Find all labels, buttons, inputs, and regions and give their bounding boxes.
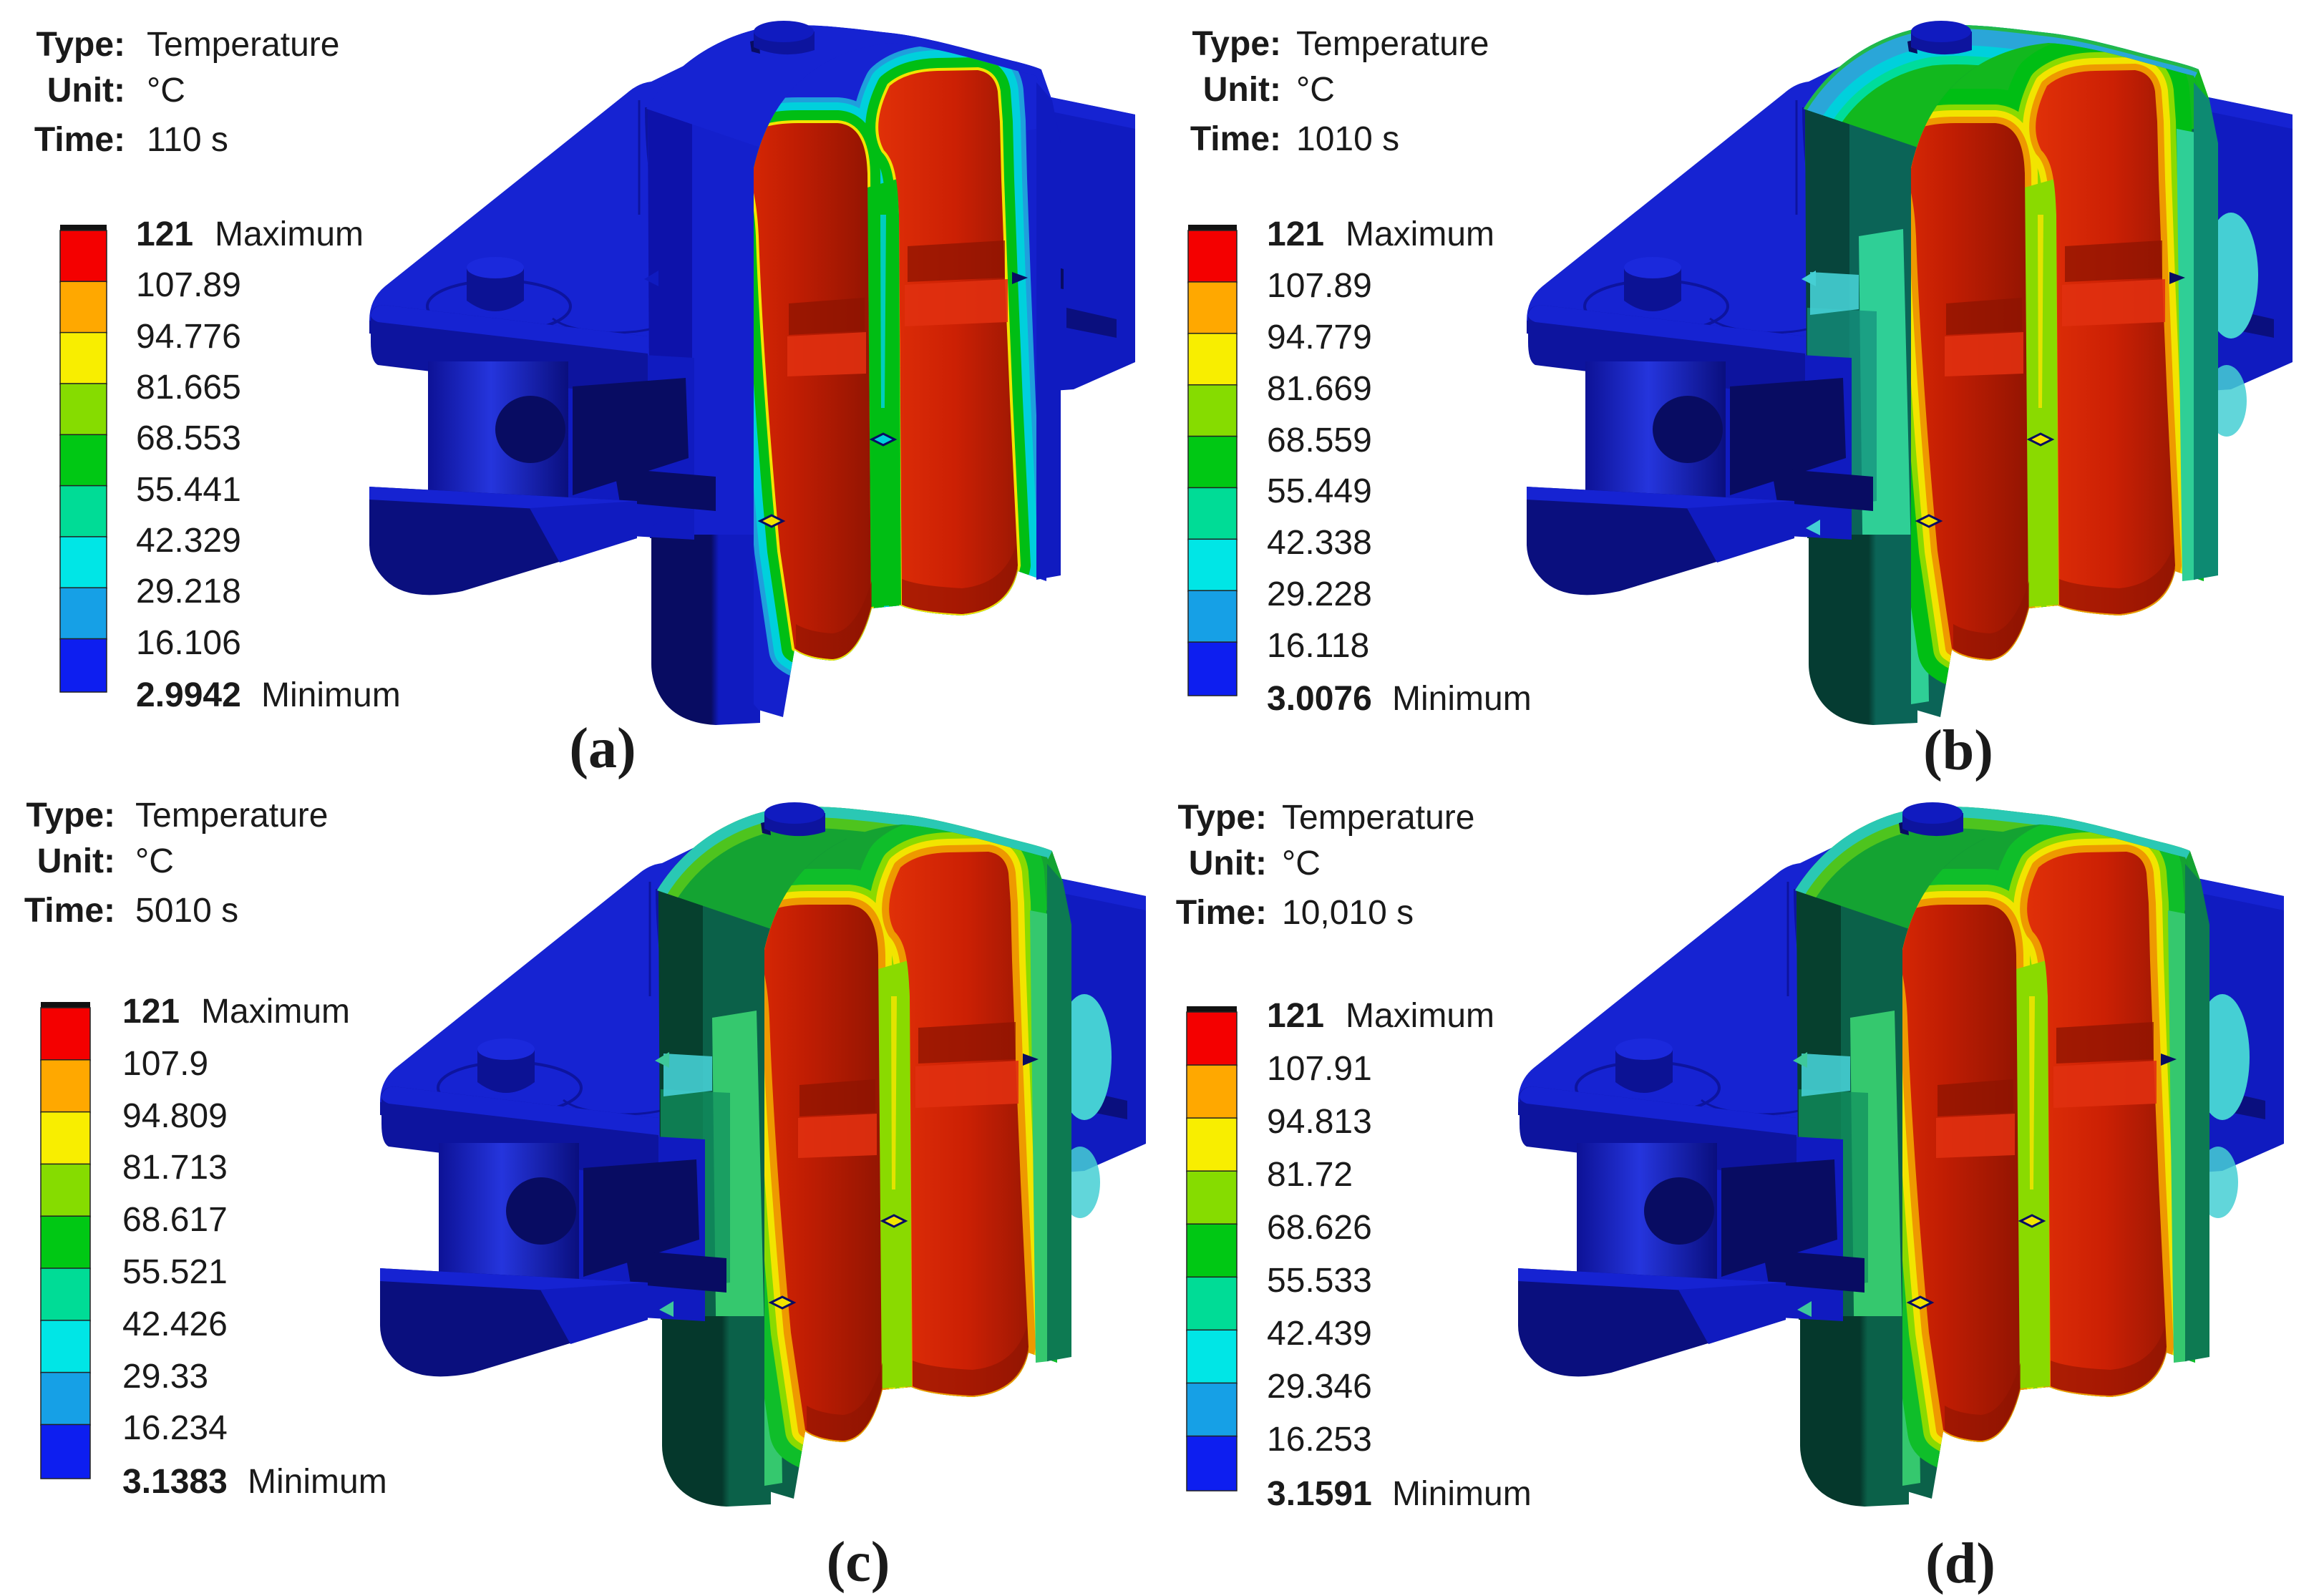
svg-text:16.234: 16.234 [122, 1409, 228, 1447]
svg-text:Time:: Time: [34, 121, 125, 159]
svg-text:107.89: 107.89 [1267, 267, 1372, 305]
svg-text:121: 121 [1267, 215, 1324, 253]
svg-text:107.9: 107.9 [122, 1045, 208, 1083]
svg-text:42.338: 42.338 [1267, 524, 1372, 562]
svg-text:68.559: 68.559 [1267, 422, 1372, 459]
svg-text:Unit:: Unit: [1189, 845, 1267, 882]
svg-text:94.809: 94.809 [122, 1097, 228, 1135]
svg-text:Temperature: Temperature [1296, 25, 1489, 63]
svg-text:Temperature: Temperature [147, 26, 339, 64]
svg-text:Temperature: Temperature [1282, 799, 1474, 837]
svg-text:Minimum: Minimum [261, 676, 401, 714]
svg-text:55.441: 55.441 [136, 471, 241, 509]
svg-text:121: 121 [122, 993, 180, 1031]
svg-text:16.118: 16.118 [1267, 627, 1369, 665]
svg-text:Type:: Type: [1178, 799, 1267, 837]
svg-text:3.1383: 3.1383 [122, 1463, 228, 1501]
svg-text:42.439: 42.439 [1267, 1315, 1372, 1353]
svg-text:55.533: 55.533 [1267, 1262, 1372, 1300]
svg-text:121: 121 [1267, 997, 1324, 1035]
svg-text:°C: °C [1282, 845, 1321, 882]
svg-text:3.1591: 3.1591 [1267, 1475, 1372, 1513]
svg-text:94.813: 94.813 [1267, 1103, 1372, 1141]
svg-text:3.0076: 3.0076 [1267, 680, 1372, 718]
svg-text:Type:: Type: [1192, 25, 1281, 63]
svg-text:29.228: 29.228 [1267, 575, 1372, 613]
svg-text:42.426: 42.426 [122, 1305, 228, 1343]
svg-text:Unit:: Unit: [1203, 71, 1281, 109]
svg-text:(a): (a) [569, 717, 636, 780]
svg-text:107.89: 107.89 [136, 266, 241, 304]
svg-text:29.218: 29.218 [136, 573, 241, 610]
svg-text:110 s: 110 s [147, 121, 228, 159]
svg-text:Temperature: Temperature [135, 797, 328, 835]
svg-text:1010 s: 1010 s [1296, 120, 1399, 158]
svg-text:Maximum: Maximum [1346, 997, 1494, 1035]
svg-text:10,010 s: 10,010 s [1282, 894, 1414, 932]
svg-text:68.553: 68.553 [136, 419, 241, 457]
svg-text:Type:: Type: [26, 797, 115, 835]
svg-text:(b): (b) [1923, 719, 1993, 782]
svg-text:16.106: 16.106 [136, 624, 241, 662]
svg-text:Time:: Time: [1176, 894, 1267, 932]
svg-text:5010 s: 5010 s [135, 892, 238, 930]
svg-text:°C: °C [147, 72, 185, 110]
svg-text:81.665: 81.665 [136, 369, 241, 407]
svg-text:29.33: 29.33 [122, 1358, 208, 1396]
svg-text:Maximum: Maximum [1346, 215, 1494, 253]
svg-text:Minimum: Minimum [1392, 1475, 1532, 1513]
svg-text:94.779: 94.779 [1267, 318, 1372, 356]
svg-text:(c): (c) [827, 1531, 890, 1594]
svg-text:81.713: 81.713 [122, 1149, 228, 1187]
svg-text:81.669: 81.669 [1267, 370, 1372, 408]
svg-text:55.521: 55.521 [122, 1253, 228, 1291]
svg-text:Minimum: Minimum [248, 1463, 387, 1501]
svg-text:Minimum: Minimum [1392, 680, 1532, 718]
svg-text:Type:: Type: [37, 26, 125, 64]
svg-text:68.617: 68.617 [122, 1201, 228, 1239]
svg-text:Unit:: Unit: [37, 842, 115, 880]
svg-text:42.329: 42.329 [136, 522, 241, 560]
svg-text:Unit:: Unit: [47, 72, 125, 110]
svg-text:55.449: 55.449 [1267, 472, 1372, 510]
svg-text:2.9942: 2.9942 [136, 676, 241, 714]
svg-text:121: 121 [136, 215, 193, 253]
svg-text:Time:: Time: [24, 892, 115, 930]
svg-text:81.72: 81.72 [1267, 1156, 1353, 1194]
svg-text:(d): (d) [1925, 1532, 1995, 1595]
svg-text:Maximum: Maximum [201, 993, 350, 1031]
svg-text:°C: °C [1296, 71, 1335, 109]
svg-text:°C: °C [135, 842, 174, 880]
svg-text:29.346: 29.346 [1267, 1368, 1372, 1406]
svg-text:16.253: 16.253 [1267, 1421, 1372, 1459]
svg-text:94.776: 94.776 [136, 318, 241, 356]
svg-text:68.626: 68.626 [1267, 1209, 1372, 1247]
svg-text:Time:: Time: [1190, 120, 1281, 158]
svg-text:Maximum: Maximum [215, 215, 364, 253]
svg-text:107.91: 107.91 [1267, 1050, 1372, 1088]
